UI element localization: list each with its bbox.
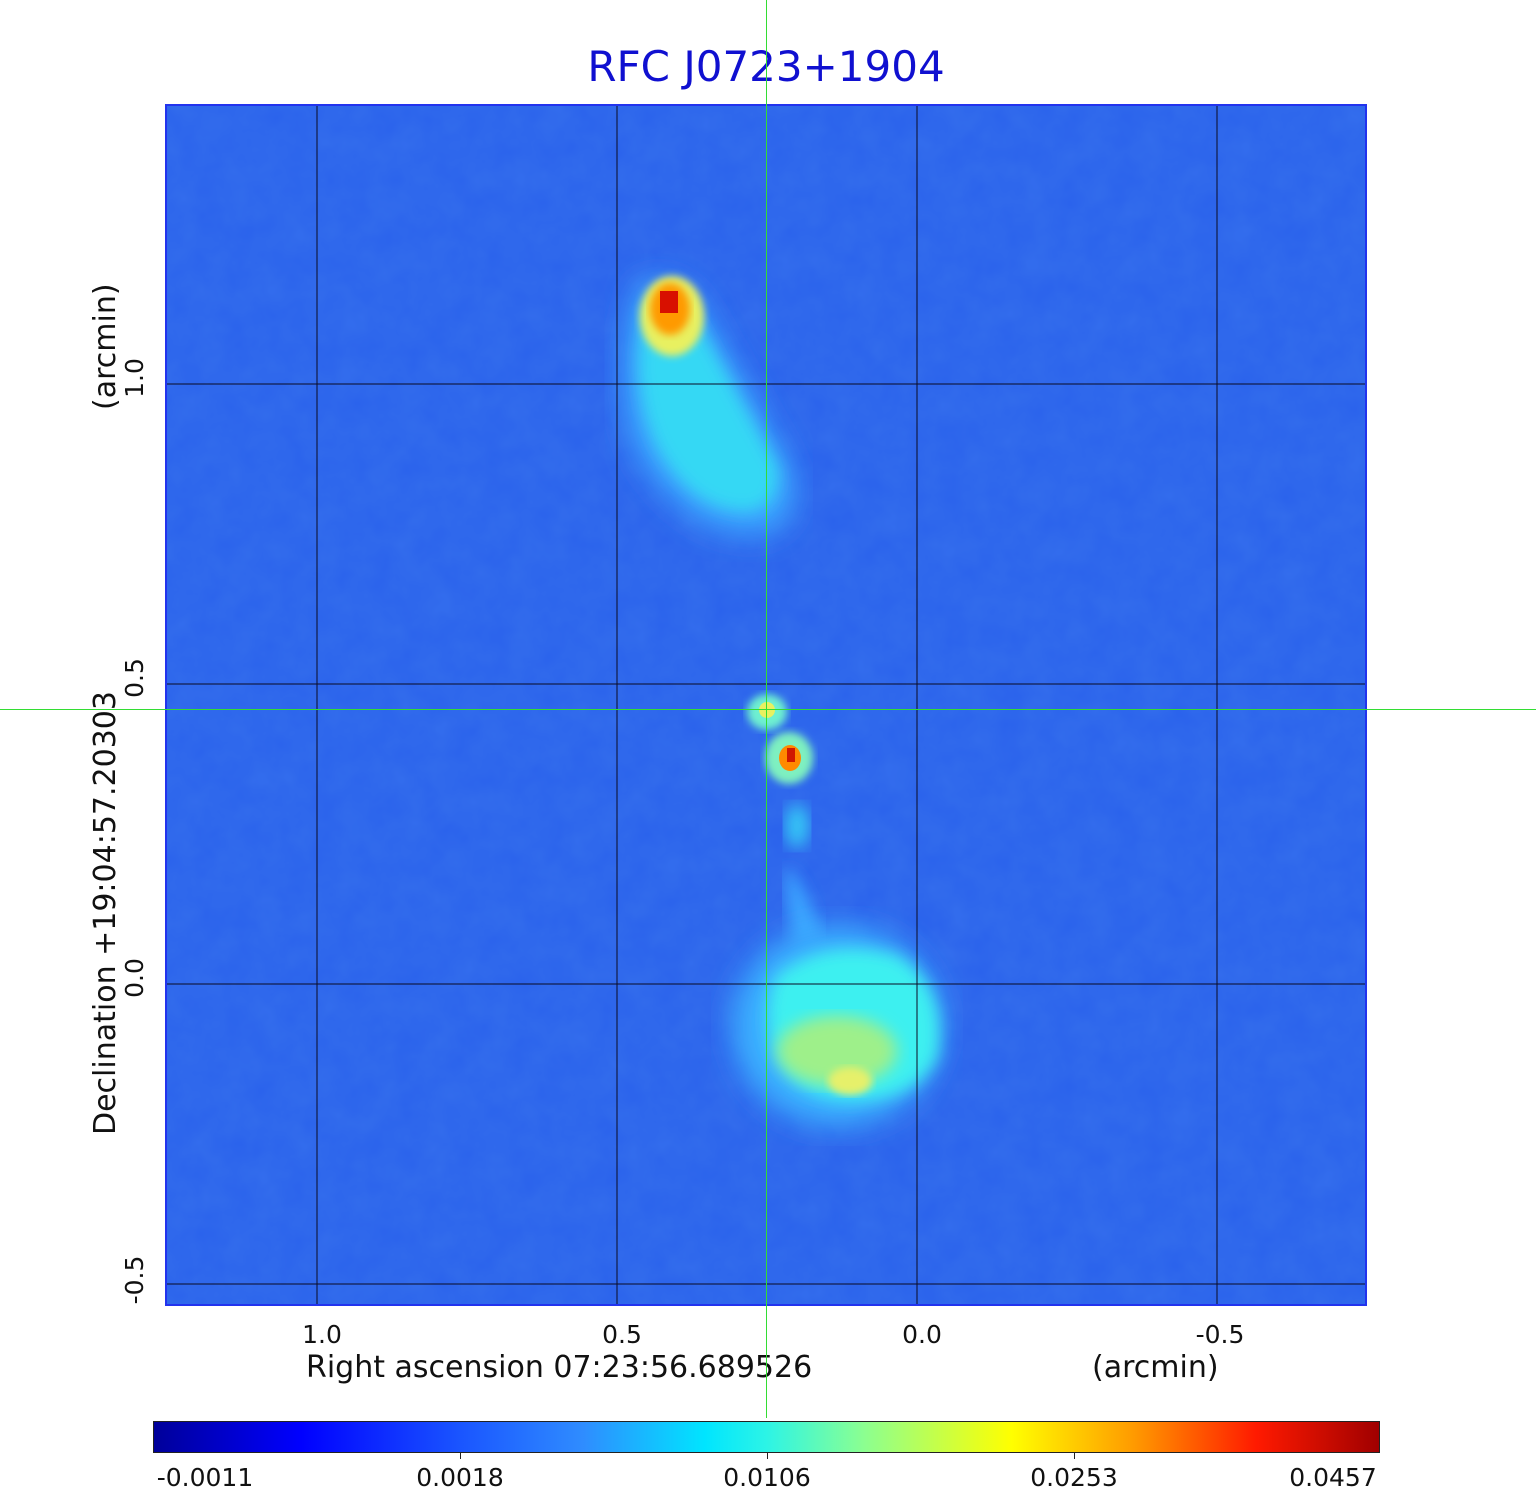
- y-axis-label: Declination +19:04:57.20303: [88, 691, 123, 1135]
- colorbar-tick: [460, 1453, 461, 1459]
- north-lobe: [622, 276, 796, 536]
- x-axis-unit: (arcmin): [1092, 1350, 1219, 1385]
- colorbar-tick: [1074, 1453, 1075, 1459]
- x-tick-label: 1.0: [302, 1320, 342, 1349]
- y-tick-label: 0.0: [120, 958, 149, 998]
- colorbar-label: 0.0457: [1289, 1463, 1377, 1492]
- y-tick-label: 1.0: [120, 358, 149, 398]
- colorbar-label: 0.0106: [723, 1463, 811, 1492]
- colorbar-label: -0.0011: [156, 1463, 254, 1492]
- y-tick-label: -0.5: [120, 1255, 149, 1305]
- colorbar-tick: [767, 1453, 768, 1459]
- colorbar-label: 0.0018: [416, 1463, 504, 1492]
- x-tick-label: 0.5: [602, 1320, 642, 1349]
- crosshair-horizontal: [0, 709, 1536, 710]
- y-axis-unit: (arcmin): [88, 283, 123, 410]
- x-tick-label: -0.5: [1195, 1320, 1245, 1349]
- x-axis-label: Right ascension 07:23:56.689526: [306, 1350, 813, 1385]
- colorbar-label: 0.0253: [1030, 1463, 1118, 1492]
- core: [747, 694, 822, 946]
- x-tick-label: 0.0: [902, 1320, 942, 1349]
- colorbar[interactable]: [153, 1421, 1380, 1453]
- y-tick-label: 0.5: [120, 658, 149, 698]
- south-lobe: [732, 926, 942, 1126]
